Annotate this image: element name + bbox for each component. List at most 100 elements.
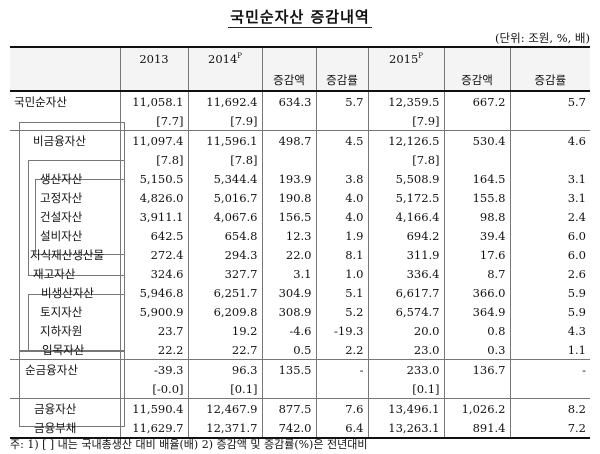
cell-change-amount-2014: -4.6 xyxy=(261,321,316,340)
header-change-amount-2015: 증감액 xyxy=(443,47,510,91)
cell-change-amount-2014: 634.3 xyxy=(261,91,316,111)
table-title: 국민순자산 증감내역 xyxy=(228,8,372,28)
cell-change-rate-2014: 4.0 xyxy=(315,188,368,207)
table-row: 설비자산 642.5 654.8 12.3 1.9 694.2 39.4 6.0 xyxy=(10,226,590,245)
cell-change-amount-2015: 164.5 xyxy=(443,169,510,188)
table-row-ratio: [7.7] [7.9] [7.9] xyxy=(10,111,590,131)
table-row-ratio: [-0.0] [0.1] [0.1] xyxy=(10,379,590,399)
cell-change-rate-2015: 3.1 xyxy=(509,188,590,207)
cell-2013: 642.5 xyxy=(119,226,188,245)
row-label-text: 건설자산 xyxy=(40,210,83,224)
row-label-text: 생산자산 xyxy=(40,172,83,186)
cell-2014: 19.2 xyxy=(187,321,262,340)
cell-2013: 23.7 xyxy=(119,321,188,340)
cell-2013: 11,058.1 xyxy=(119,91,188,111)
table-row: 순금융자산 -39.3 96.3 135.5-233.0 136.7- xyxy=(10,359,590,379)
header-change-rate-2015: 증감률 xyxy=(509,47,590,91)
cell-change-amount-2015: 891.4 xyxy=(443,418,510,438)
cell-change-rate-2015: 8.2 xyxy=(509,398,590,418)
cell-change-rate-2015: 5.9 xyxy=(509,302,590,321)
cell-change-amount-2015: 364.9 xyxy=(443,302,510,321)
cell-2014: 6,209.8 xyxy=(187,302,262,321)
cell-2013: 272.4 xyxy=(119,245,188,264)
table-row: 금융자산 11,590.4 12,467.9 877.5 7.6 13,496.1 1,02… xyxy=(10,398,590,419)
cell-change-rate-2014: 7.6 xyxy=(315,398,368,418)
cell-change-rate-2014: 5.7 xyxy=(315,91,368,111)
cell-change-rate-2014: 6.4 xyxy=(315,418,368,438)
cell-change-rate-2014: 1.9 xyxy=(315,226,368,245)
row-label: 고정자산 xyxy=(10,188,120,207)
row-label: 금융부채 xyxy=(10,418,120,438)
row-label: 지식재산생산물 xyxy=(10,245,120,264)
cell-2014: 96.3 xyxy=(187,359,262,379)
table-row: 비금융자산 11,097.4 11,596.1 498.7 4.5 12,126.5 530… xyxy=(10,130,590,151)
cell-change-rate-2015: 1.1 xyxy=(509,340,590,360)
row-label-text: 지식재산생산물 xyxy=(30,248,105,262)
table-row: 생산자산 5,150.5 5,344.4 193.9 3.8 5,508.9 164.5 3.… xyxy=(10,169,590,188)
cell-2013: -39.3 xyxy=(119,359,188,379)
table-row: 고정자산 4,826.0 5,016.7 190.8 4.0 5,172.5 155.8 3.… xyxy=(10,188,590,207)
cell-change-amount-2014: 156.5 xyxy=(261,207,316,226)
row-label xyxy=(10,379,120,399)
row-label-text: 지하자원 xyxy=(40,324,83,338)
header-change-amount-2014: 증감액 xyxy=(261,47,316,91)
table-row: 토지자산 5,900.9 6,209.8 308.9 5.2 6,574.7 364.9 5.… xyxy=(10,302,590,321)
cell-change-rate-2015: 7.2 xyxy=(509,418,590,438)
cell-change-rate-2015: 2.4 xyxy=(509,207,590,226)
row-label: 국민순자산 xyxy=(10,91,120,111)
row-label: 생산자산 xyxy=(10,169,120,188)
cell-change-rate-2014 xyxy=(315,150,368,169)
cell-2014: 5,344.4 xyxy=(187,169,262,188)
cell-2015: 233.0 xyxy=(367,359,444,379)
row-label-text: 재고자산 xyxy=(33,267,76,281)
cell-2015: 336.4 xyxy=(367,264,444,283)
row-label-text: 금융부채 xyxy=(34,421,77,435)
row-label-text: 비생산자산 xyxy=(41,286,94,300)
row-label-text: 입목자산 xyxy=(42,343,85,357)
row-label: 비금융자산 xyxy=(10,131,120,151)
cell-change-amount-2015: 0.8 xyxy=(443,321,510,340)
table-row: 비생산자산 5,946.8 6,251.7 304.9 5.1 6,617.7 366.0 5… xyxy=(10,283,590,302)
cell-change-amount-2015: 667.2 xyxy=(443,91,510,111)
cell-2013: 11,629.7 xyxy=(119,418,188,438)
row-label: 금융자산 xyxy=(10,399,120,419)
cell-2015: 5,172.5 xyxy=(367,188,444,207)
cell-change-amount-2014: 742.0 xyxy=(261,418,316,438)
cell-2015: [7.8] xyxy=(367,150,444,169)
cell-change-rate-2014 xyxy=(315,111,368,131)
table-row: 지식재산생산물 272.4 294.3 22.0 8.1 311.9 17.6 6.0 xyxy=(10,245,590,264)
header-2014: 2014P xyxy=(187,47,262,91)
cell-change-amount-2014: 12.3 xyxy=(261,226,316,245)
cell-2015: 5,508.9 xyxy=(367,169,444,188)
cell-change-amount-2014: 135.5 xyxy=(261,359,316,379)
table-row: 재고자산 324.6 327.7 3.1 1.0 336.4 8.7 2.6 xyxy=(10,264,590,283)
cell-2013: [7.8] xyxy=(119,150,188,169)
cell-change-amount-2015: 155.8 xyxy=(443,188,510,207)
cell-change-rate-2015: - xyxy=(509,359,590,379)
cell-change-amount-2014: 22.0 xyxy=(261,245,316,264)
cell-2013: 11,097.4 xyxy=(119,130,188,150)
cell-change-amount-2015 xyxy=(443,379,510,399)
table-header-row: 2013 2014P 증감액 증감률 2015P 증감액 증감률 xyxy=(10,47,590,91)
cell-change-rate-2014: 1.0 xyxy=(315,264,368,283)
table-row: 지하자원 23.7 19.2 -4.6 -19.3 20.0 0.8 4.3 xyxy=(10,321,590,340)
cell-2014: 11,596.1 xyxy=(187,130,262,150)
row-label-text: 설비자산 xyxy=(40,229,83,243)
row-label-text: 국민순자산 xyxy=(14,95,67,109)
cell-change-amount-2014: 877.5 xyxy=(261,398,316,418)
cell-change-amount-2014: 190.8 xyxy=(261,188,316,207)
cell-change-amount-2014 xyxy=(261,150,316,169)
cell-2013: 5,946.8 xyxy=(119,283,188,302)
cell-change-rate-2015 xyxy=(509,150,590,169)
cell-change-rate-2014: 8.1 xyxy=(315,245,368,264)
cell-2014: 12,371.7 xyxy=(187,418,262,438)
cell-change-rate-2015 xyxy=(509,379,590,399)
table-row: 금융부채 11,629.7 12,371.7 742.0 6.4 13,263.1 891.… xyxy=(10,418,590,438)
cell-2015: 6,617.7 xyxy=(367,283,444,302)
table-row: 국민순자산 11,058.1 11,692.4 634.3 5.7 12,359.5 667… xyxy=(10,91,590,111)
cell-change-rate-2015: 5.7 xyxy=(509,91,590,111)
cell-change-rate-2015: 6.0 xyxy=(509,226,590,245)
table-row: 건설자산 3,911.1 4,067.6 156.5 4.0 4,166.4 98.8 2.4 xyxy=(10,207,590,226)
header-2015: 2015P xyxy=(367,47,444,91)
header-corner xyxy=(10,47,120,91)
